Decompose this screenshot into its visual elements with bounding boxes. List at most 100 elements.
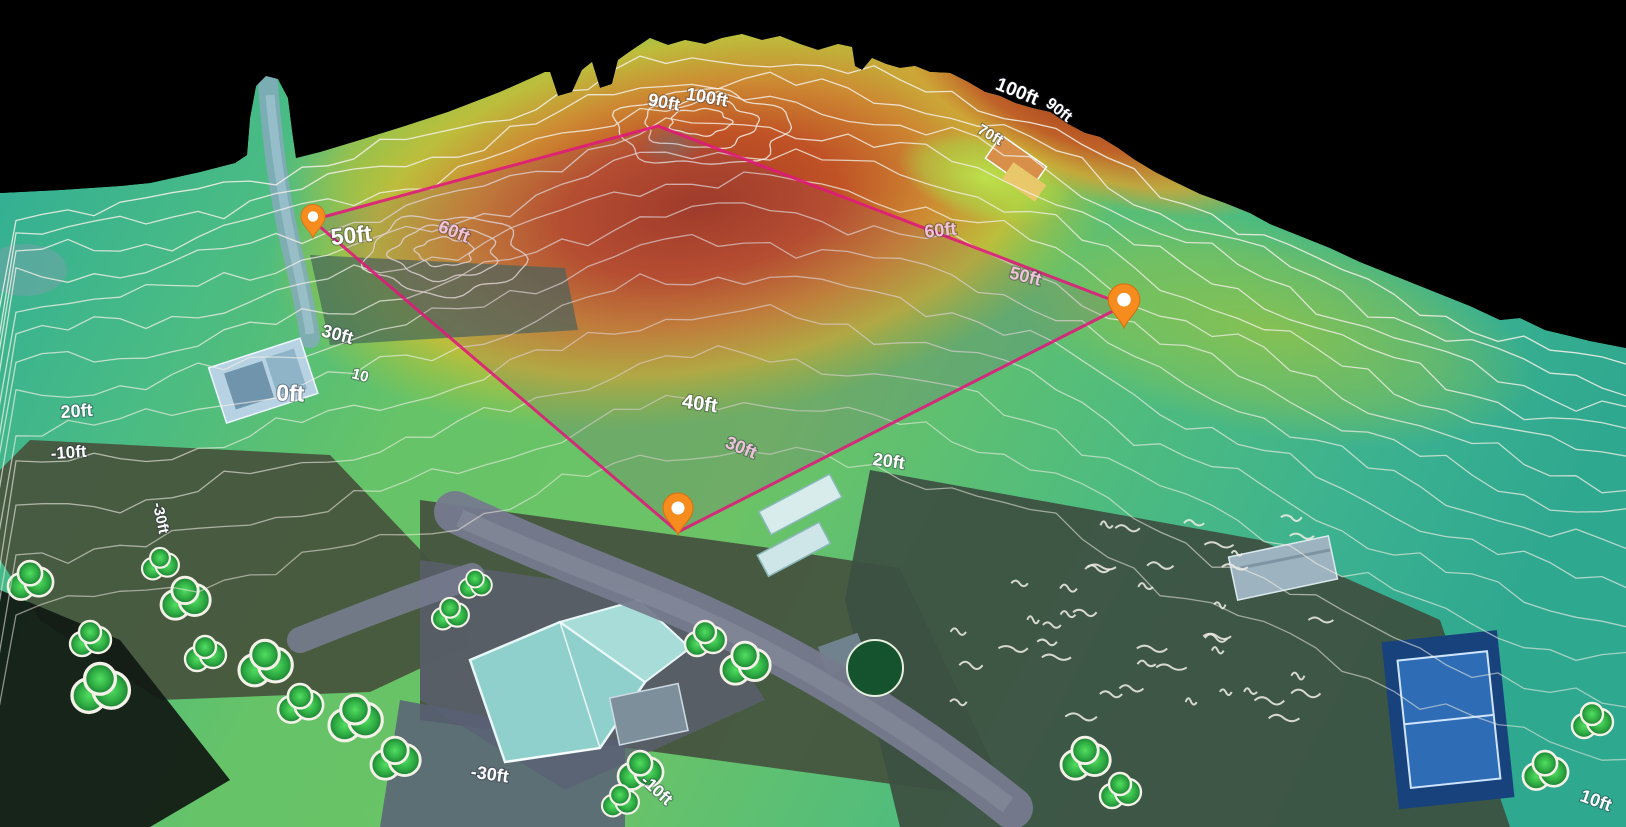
contour-line xyxy=(0,273,1626,589)
tree xyxy=(6,559,55,601)
contour-fragment xyxy=(1010,579,1029,588)
contour-label: 20ft xyxy=(60,400,93,422)
contour-fragment xyxy=(1099,690,1123,699)
contour-fragment xyxy=(1307,616,1334,624)
contour-fragment xyxy=(1064,712,1098,722)
contour-fragment xyxy=(1183,519,1205,527)
contour-line xyxy=(0,117,1626,433)
contour-fragment xyxy=(1221,563,1249,571)
contour-line xyxy=(0,202,1626,513)
pin-center-dot xyxy=(1117,292,1131,307)
contour-fragment xyxy=(949,698,968,707)
contour-label: 30ft xyxy=(320,320,356,348)
contour-fragment xyxy=(1230,549,1244,557)
contour-fragment xyxy=(1114,524,1141,533)
contour-fragment xyxy=(1042,621,1062,629)
tree xyxy=(159,575,212,621)
contour-fragment xyxy=(1203,633,1229,643)
contour-fragment xyxy=(1213,601,1227,610)
contour-line xyxy=(0,55,1626,366)
contour-fragment xyxy=(1137,582,1154,591)
tennis-court xyxy=(1381,630,1515,810)
contour-fragment xyxy=(1280,514,1303,523)
contour-label: 10 xyxy=(350,365,371,386)
contour-fragment xyxy=(1059,583,1078,593)
contour-line xyxy=(0,345,1626,662)
waypoint-pin-left[interactable] xyxy=(300,204,326,240)
tree xyxy=(846,639,904,697)
contour-fragment xyxy=(949,627,967,636)
tree xyxy=(276,682,325,724)
tree xyxy=(140,546,180,581)
contour-fragment xyxy=(1059,610,1077,619)
tree xyxy=(1521,749,1570,791)
ground-field xyxy=(845,470,1510,827)
contour-line xyxy=(0,171,1626,494)
buildings xyxy=(207,134,1515,810)
contour-fragment xyxy=(1184,697,1198,706)
contour-label: -10ft xyxy=(50,442,87,463)
building-roof xyxy=(756,521,832,578)
contour-fragment xyxy=(1084,564,1111,574)
elevation-color-zone xyxy=(638,124,706,166)
pin-center-dot xyxy=(671,501,685,515)
contour-fragment xyxy=(1290,688,1322,699)
waypoint-pins-layer xyxy=(300,204,1141,537)
contour-fragment xyxy=(1136,659,1157,668)
tree xyxy=(683,619,728,658)
tree xyxy=(68,619,113,658)
contour-fragment xyxy=(997,645,1029,653)
building-roof xyxy=(224,361,274,410)
contour-label: 60ft xyxy=(923,218,957,241)
waypoint-pin-right[interactable] xyxy=(1107,283,1141,330)
contour-fragment xyxy=(1290,671,1306,681)
contour-fragment xyxy=(1136,644,1168,653)
tree xyxy=(237,638,294,688)
tree xyxy=(616,749,665,791)
contour-fragment xyxy=(1268,713,1301,723)
contour-ring xyxy=(413,235,475,268)
contour-ring xyxy=(386,224,499,283)
contour-ring xyxy=(360,215,529,299)
contour-fragment xyxy=(958,660,984,671)
contour-line xyxy=(0,233,1626,550)
tree xyxy=(327,693,384,743)
contour-fragment xyxy=(1253,696,1285,706)
contour-ring xyxy=(668,107,734,137)
building-roof xyxy=(1002,162,1047,202)
ground-field xyxy=(0,440,470,700)
tree xyxy=(719,640,772,686)
building-roof xyxy=(1227,534,1339,602)
contour-line xyxy=(0,90,1626,412)
tree xyxy=(458,568,493,599)
tree xyxy=(600,783,640,818)
contour-fragment xyxy=(1026,615,1040,625)
contour-label: 50ft xyxy=(329,220,373,250)
contour-line xyxy=(0,71,1626,398)
building-roof xyxy=(265,348,307,398)
contour-fragment xyxy=(1036,638,1058,647)
tree xyxy=(369,735,422,781)
contour-fragment xyxy=(1118,684,1145,693)
contour-line xyxy=(0,394,1626,710)
contour-fragment xyxy=(1146,561,1175,570)
tree xyxy=(1098,771,1143,810)
building-roof xyxy=(757,473,843,536)
contour-fragment xyxy=(1243,687,1258,695)
contour-fragment xyxy=(1072,608,1098,618)
contour-fragment xyxy=(1203,541,1235,549)
contour-line xyxy=(0,303,1626,632)
waypoint-pin-bottom[interactable] xyxy=(662,492,694,537)
contour-label: 0ft xyxy=(276,380,305,407)
contour-fragment xyxy=(1099,520,1114,529)
pin-center-dot xyxy=(307,211,319,222)
contour-label: 40ft xyxy=(681,391,720,418)
tree xyxy=(430,596,470,631)
tree xyxy=(70,661,132,715)
tree xyxy=(1059,735,1112,781)
contour-fragment xyxy=(1041,653,1072,661)
ground-field xyxy=(310,255,578,345)
contour-ring xyxy=(644,98,761,150)
